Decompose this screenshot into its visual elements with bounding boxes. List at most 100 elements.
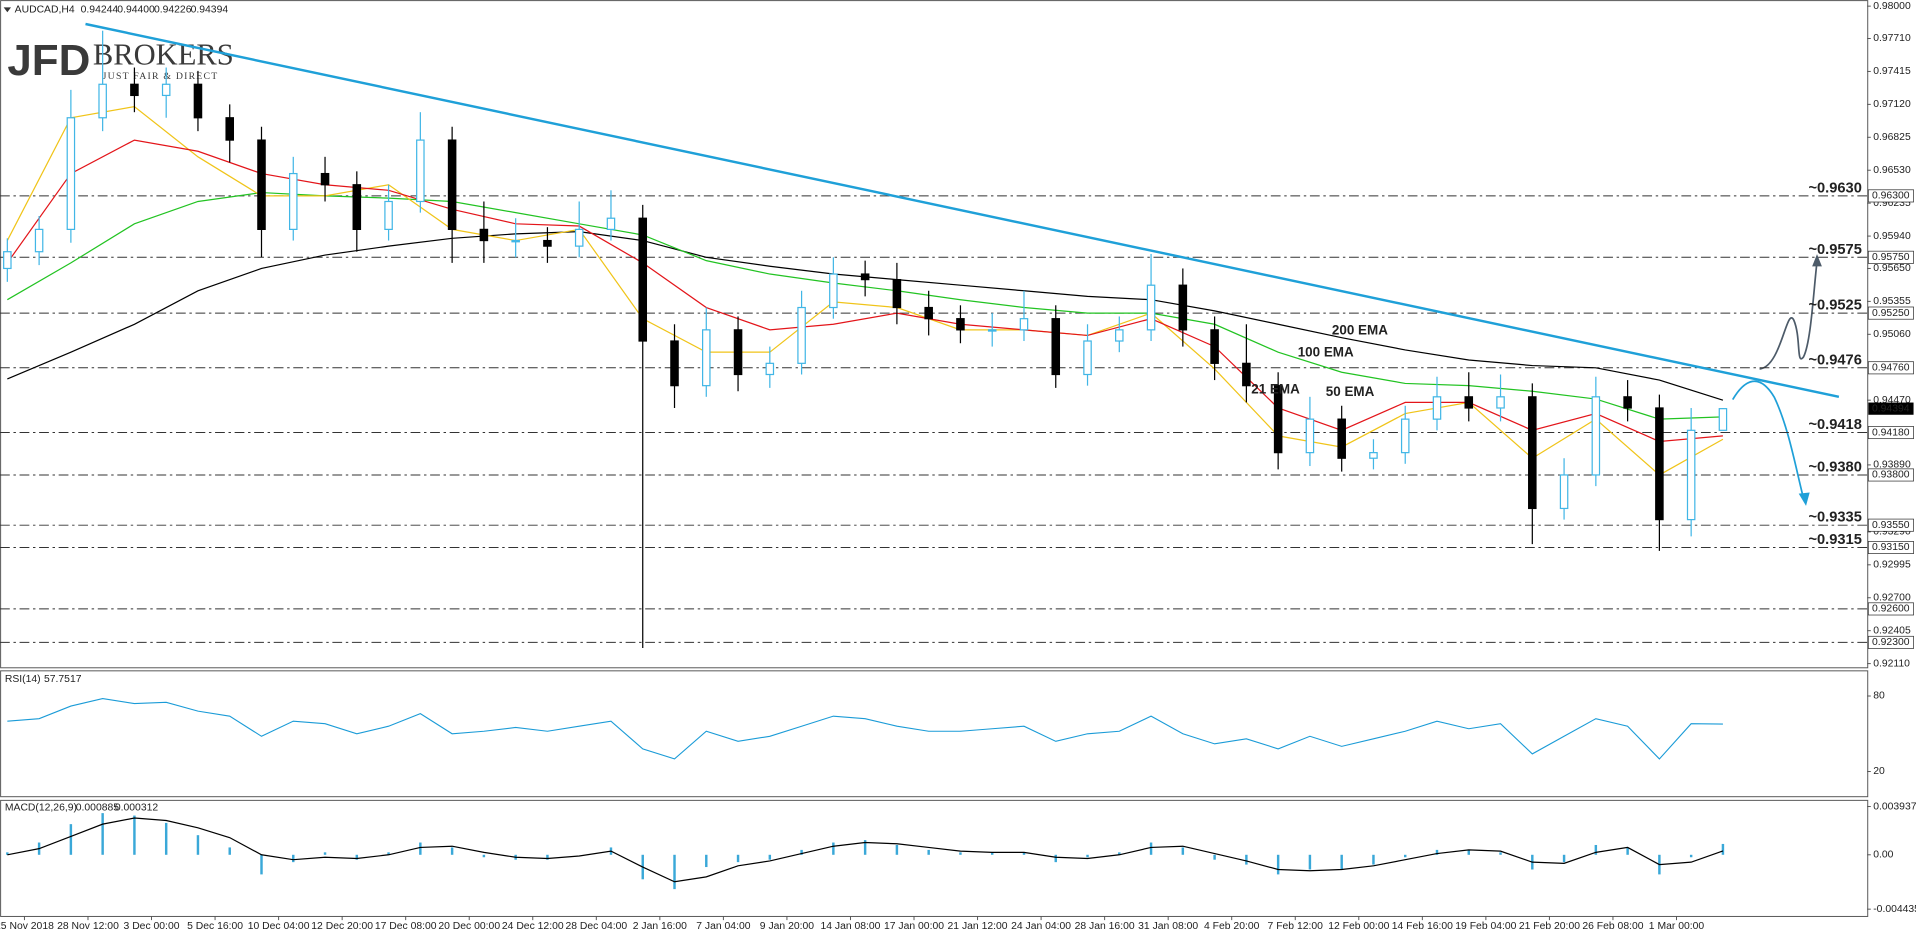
y-tick-label: 0.92110 bbox=[1873, 658, 1910, 669]
x-tick-label: 3 Dec 00:00 bbox=[124, 921, 180, 932]
y-tick-label: 0.97120 bbox=[1873, 99, 1911, 110]
macd-bar bbox=[482, 854, 486, 858]
candle-body bbox=[130, 83, 139, 97]
macd-bar bbox=[1499, 852, 1502, 855]
candle-body bbox=[765, 362, 775, 376]
macd-bar bbox=[895, 844, 899, 855]
scenario-arrow-up bbox=[1759, 261, 1818, 370]
x-tick-label: 24 Dec 12:00 bbox=[502, 921, 564, 932]
candle-body bbox=[511, 239, 520, 243]
candle-body bbox=[479, 228, 489, 242]
candle-body bbox=[1337, 418, 1346, 459]
level-axis-label: 0.94180 bbox=[1872, 427, 1910, 438]
candle-body bbox=[702, 329, 711, 387]
rsi-panel bbox=[0, 670, 1869, 798]
macd-bar bbox=[1276, 854, 1280, 875]
y-tick-label: 0.95940 bbox=[1873, 231, 1911, 242]
macd-bar bbox=[800, 849, 803, 855]
candle-body bbox=[1559, 474, 1569, 510]
x-tick-label: 7 Jan 04:00 bbox=[696, 921, 750, 932]
level-axis-label: 0.96300 bbox=[1872, 191, 1910, 202]
level-badge bbox=[1867, 635, 1914, 649]
level-badge bbox=[1867, 541, 1914, 554]
candle-body bbox=[860, 273, 870, 281]
ema-label: 100 EMA bbox=[1298, 345, 1354, 360]
macd-bar bbox=[673, 854, 676, 890]
candle-body bbox=[797, 306, 806, 364]
macd-bar bbox=[1308, 854, 1312, 870]
x-tick-label: 7 Feb 12:00 bbox=[1268, 921, 1324, 932]
dropdown-icon[interactable] bbox=[3, 7, 12, 13]
candle-body bbox=[3, 251, 12, 270]
level-label: ~0.9525 bbox=[1808, 298, 1861, 314]
x-tick-label: 19 Feb 04:00 bbox=[1455, 921, 1516, 932]
x-tick-label: 24 Jan 04:00 bbox=[1011, 921, 1071, 932]
level-axis-label: 0.93550 bbox=[1872, 520, 1910, 531]
x-tick-label: 21 Feb 20:00 bbox=[1519, 921, 1580, 932]
level-badge bbox=[1867, 468, 1914, 482]
candle-body bbox=[98, 83, 107, 119]
macd-bar bbox=[705, 854, 708, 868]
macd-bar bbox=[832, 842, 835, 855]
arrowhead-down bbox=[1798, 492, 1810, 506]
x-tick-label: 25 Nov 2018 bbox=[0, 921, 54, 932]
level-axis-label: 0.93150 bbox=[1872, 542, 1910, 553]
rsi-line bbox=[7, 697, 1723, 760]
candle-body bbox=[1528, 396, 1537, 510]
macd-bar bbox=[1340, 854, 1343, 870]
x-tick-label: 17 Dec 08:00 bbox=[375, 921, 437, 932]
candle-body bbox=[1655, 407, 1664, 521]
macd-bar bbox=[1404, 854, 1407, 858]
macd-bar bbox=[133, 815, 136, 855]
y-tick-label: 0.95650 bbox=[1873, 263, 1911, 274]
indicator-readout: 57.7517 bbox=[44, 674, 82, 685]
level-axis-label: 0.94760 bbox=[1872, 363, 1910, 374]
macd-bar bbox=[419, 842, 422, 855]
candle-body bbox=[320, 172, 330, 186]
level-badge bbox=[1867, 361, 1914, 375]
candle-body bbox=[638, 217, 648, 342]
x-tick-label: 28 Dec 04:00 bbox=[565, 921, 627, 932]
level-axis-label: 0.93800 bbox=[1872, 470, 1910, 481]
candle-body bbox=[1242, 362, 1251, 387]
y-tick-label: 0.97415 bbox=[1873, 66, 1911, 77]
x-tick-label: 20 Dec 00:00 bbox=[438, 921, 500, 932]
candle-body bbox=[1051, 318, 1061, 376]
indicator-readout: 0.000885 bbox=[76, 802, 120, 813]
y-tick-label: 0.98000 bbox=[1873, 1, 1911, 12]
macd-bar bbox=[546, 854, 549, 860]
candle-body bbox=[66, 117, 76, 230]
macd-bar bbox=[6, 852, 9, 855]
macd-bar bbox=[768, 854, 772, 860]
macd-bar bbox=[1245, 854, 1248, 865]
candle-body bbox=[1718, 408, 1728, 431]
y-tick-label: -0.004435 bbox=[1873, 904, 1916, 915]
y-tick-label: 80 bbox=[1873, 691, 1885, 702]
candle-body bbox=[352, 184, 362, 230]
macd-bar bbox=[1689, 854, 1693, 858]
y-tick-label: 0.92700 bbox=[1873, 592, 1911, 603]
level-label: ~0.9380 bbox=[1808, 460, 1861, 476]
macd-bar bbox=[1721, 843, 1725, 855]
y-tick-label: 0.96235 bbox=[1873, 198, 1911, 209]
y-tick-label: 0.92405 bbox=[1873, 625, 1911, 636]
macd-bar bbox=[959, 852, 962, 855]
level-badge bbox=[1867, 602, 1914, 616]
candle-body bbox=[1273, 385, 1283, 454]
candle-body bbox=[574, 228, 584, 247]
macd-bar bbox=[260, 854, 263, 875]
x-tick-label: 2 Jan 16:00 bbox=[633, 921, 687, 932]
last-price-badge bbox=[1868, 402, 1914, 415]
y-tick-label: 0.95060 bbox=[1873, 329, 1911, 340]
indicator-title: RSI(14) bbox=[5, 674, 41, 685]
level-label: ~0.9476 bbox=[1808, 352, 1861, 368]
y-tick-label: 0.92995 bbox=[1873, 560, 1911, 571]
macd-panel bbox=[0, 799, 1869, 917]
ohlc-readout: 0.94244 bbox=[81, 5, 119, 16]
candle-body bbox=[193, 83, 203, 119]
logo-tagline: JUST FAIR & DIRECT bbox=[103, 71, 219, 82]
indicator-title: MACD(12,26,9) bbox=[5, 802, 77, 813]
macd-bar bbox=[1594, 844, 1598, 855]
